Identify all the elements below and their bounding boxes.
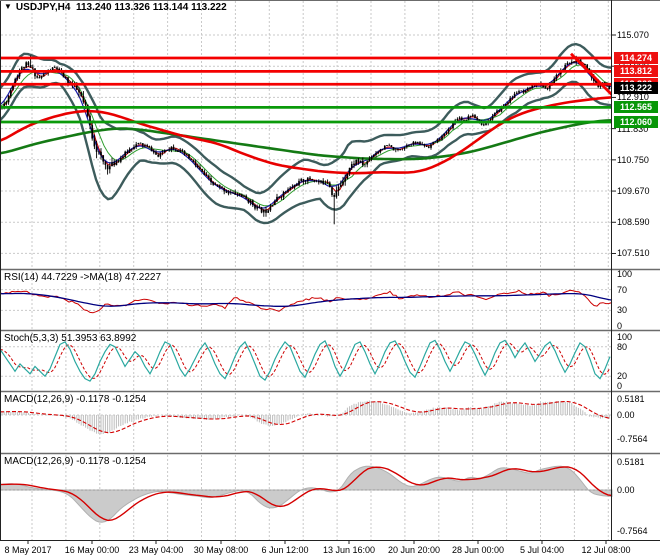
time-axis-label: 23 May 04:00	[128, 545, 184, 555]
macd-scale-label: -0.7564	[617, 525, 648, 536]
level-price-box: 112.565	[614, 101, 658, 114]
level-price-box: 114.274	[614, 52, 658, 64]
level-price-box: 113.812	[614, 65, 658, 78]
stoch-scale-label: 20	[617, 371, 628, 382]
level-price-box: 112.060	[614, 115, 658, 128]
rsi-indicator-label: RSI(14) 44.7229 ->MA(18) 47.2227	[4, 272, 162, 283]
price-axis-label: 108.590	[617, 217, 650, 228]
chevron-down-icon[interactable]: ▼	[4, 2, 12, 11]
macd1-indicator-label: MACD(12,26,9) -0.1178 -0.1254	[4, 394, 147, 405]
time-axis-label: 20 Jun 20:00	[387, 545, 441, 555]
rsi-scale-label: 100	[617, 269, 633, 279]
time-axis-label: 6 Jun 12:00	[261, 545, 309, 555]
time-axis-label: 8 May 2017	[4, 545, 52, 555]
macd-scale-label: -0.7564	[617, 433, 648, 444]
price-axis-label: 111.830	[617, 123, 649, 134]
price-axis-label: 109.670	[617, 186, 650, 197]
rsi-scale-label: 30	[617, 305, 628, 316]
macd-scale-label: 0.00	[617, 410, 635, 420]
stoch-scale-label: 0	[617, 381, 623, 391]
macd2-indicator-label: MACD(12,26,9) -0.1178 -0.1254	[4, 456, 147, 467]
macd-scale-label: 0.5181	[617, 393, 645, 404]
price-axis-label: 115.070	[617, 30, 649, 40]
macd-scale-label: 0.00	[617, 485, 635, 495]
macd-scale-label: 0.5181	[617, 457, 645, 468]
stoch-scale-label: 80	[617, 341, 628, 352]
price-axis-label: 107.510	[617, 248, 650, 259]
time-axis-label: 13 Jun 16:00	[322, 545, 376, 555]
time-axis-label: 5 Jul 04:00	[519, 545, 565, 555]
time-axis-label: 28 Jun 00:00	[451, 545, 505, 555]
time-axis-label: 30 May 08:00	[193, 545, 249, 555]
time-axis-label: 16 May 00:00	[64, 545, 120, 555]
stoch-indicator-label: Stoch(5,3,3) 51.3953 63.8992	[4, 333, 137, 344]
current-price-box: 113.222	[614, 82, 658, 95]
chart-title: ▼ USDJPY,H4 113.240 113.326 113.144 113.2…	[4, 2, 227, 13]
rsi-scale-label: 70	[617, 284, 628, 295]
ohlc-values: 113.240 113.326 113.144 113.222	[75, 2, 227, 13]
rsi-scale-label: 0	[617, 321, 623, 331]
symbol-period-label: USDJPY,H4	[15, 2, 71, 13]
time-axis-label: 12 Jul 08:00	[581, 545, 631, 555]
price-axis-label: 112.910	[617, 92, 649, 103]
price-axis-label: 110.750	[617, 154, 649, 165]
stoch-scale-label: 100	[617, 332, 633, 342]
